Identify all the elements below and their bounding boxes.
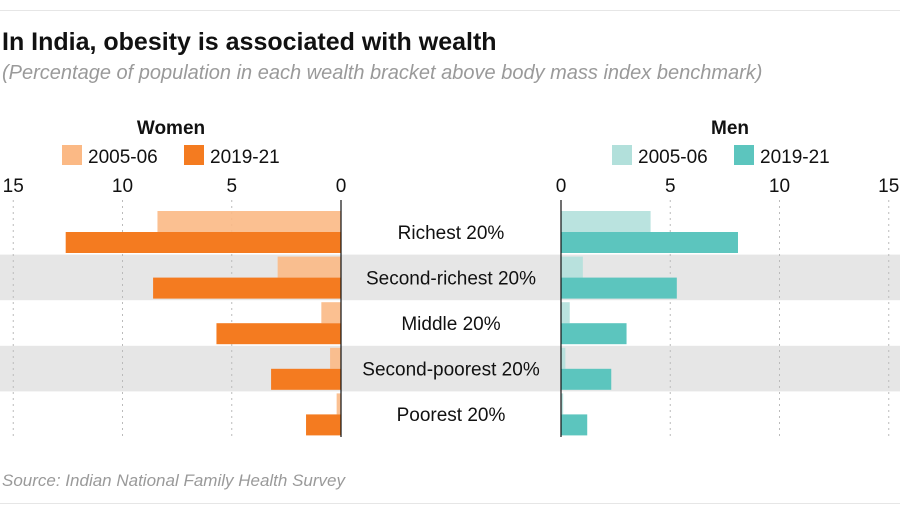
- legend-swatch: [62, 145, 82, 165]
- bar-men-2005-06: [561, 302, 570, 324]
- legend-swatch: [734, 145, 754, 165]
- tick-label: 5: [665, 176, 676, 197]
- row-band: [0, 345, 900, 392]
- bar-men-2019-21: [561, 323, 627, 345]
- top-divider: [0, 10, 900, 11]
- bar-women-2019-21: [65, 232, 341, 253]
- legend-label: 2005-06: [88, 147, 158, 168]
- bar-men-2019-21: [561, 277, 677, 299]
- tick-label: 0: [556, 176, 567, 197]
- bar-women-2019-21: [271, 368, 341, 390]
- bar-women-2005-06: [330, 347, 341, 369]
- bar-women-2005-06: [157, 211, 341, 232]
- bar-men-2019-21: [561, 368, 612, 390]
- tick-label: 10: [112, 176, 133, 197]
- bar-women-2019-21: [216, 323, 341, 345]
- chart-title: In India, obesity is associated with wea…: [2, 28, 497, 56]
- bar-men-2005-06: [561, 256, 583, 278]
- legend-label: 2005-06: [638, 147, 708, 168]
- bar-women-2005-06: [277, 256, 341, 278]
- panel-title: Women: [137, 118, 205, 139]
- bar-women-2019-21: [306, 414, 341, 436]
- source-note: Source: Indian National Family Health Su…: [2, 471, 345, 490]
- tick-label: 15: [878, 176, 899, 197]
- legend-label: 2019-21: [210, 147, 280, 168]
- panel-title: Men: [711, 118, 749, 139]
- bar-men-2019-21: [561, 232, 738, 253]
- bar-women-2019-21: [153, 277, 341, 299]
- bar-men-2005-06: [561, 211, 651, 232]
- legend-label: 2019-21: [760, 147, 830, 168]
- legend-swatch: [184, 145, 204, 165]
- tick-label: 10: [769, 176, 790, 197]
- bar-women-2005-06: [336, 393, 341, 415]
- tick-label: 5: [226, 176, 237, 197]
- row-band: [0, 254, 900, 301]
- category-label: Middle 20%: [401, 314, 500, 335]
- bar-women-2005-06: [321, 302, 341, 324]
- tick-label: 0: [336, 176, 347, 197]
- legend-swatch: [612, 145, 632, 165]
- bar-men-2019-21: [561, 414, 588, 436]
- tick-label: 15: [3, 176, 24, 197]
- category-label: Second-richest 20%: [366, 268, 536, 289]
- category-label: Poorest 20%: [397, 405, 506, 426]
- category-label: Second-poorest 20%: [362, 360, 540, 381]
- bar-men-2005-06: [561, 393, 564, 415]
- category-label: Richest 20%: [398, 223, 505, 244]
- chart-subtitle: (Percentage of population in each wealth…: [2, 62, 763, 84]
- bottom-divider: [0, 503, 900, 504]
- bar-men-2005-06: [561, 347, 566, 369]
